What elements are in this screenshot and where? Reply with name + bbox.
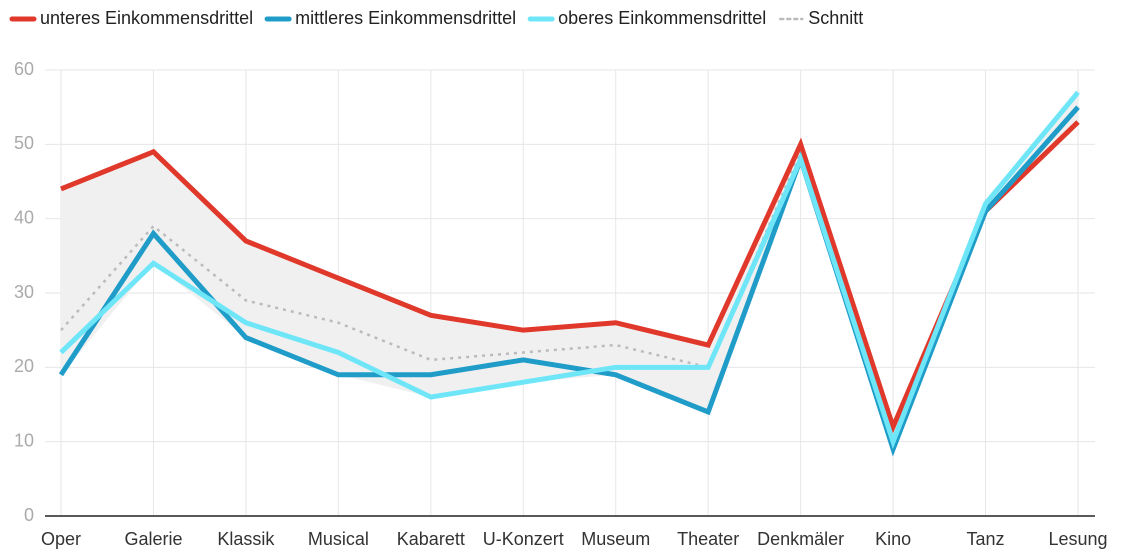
x-tick-label: Denkmäler <box>757 529 844 549</box>
y-tick-label: 60 <box>14 59 34 79</box>
x-tick-label: Kabarett <box>397 529 465 549</box>
y-tick-label: 20 <box>14 356 34 376</box>
series-line <box>58 105 1080 457</box>
x-tick-label: Klassik <box>217 529 275 549</box>
x-tick-label: Galerie <box>124 529 182 549</box>
x-tick-label: Museum <box>581 529 650 549</box>
range-band <box>61 92 1078 450</box>
y-tick-label: 30 <box>14 282 34 302</box>
x-tick-label: Oper <box>41 529 81 549</box>
x-tick-label: Kino <box>875 529 911 549</box>
legend-label: unteres Einkommensdrittel <box>40 8 253 28</box>
x-tick-label: Tanz <box>967 529 1005 549</box>
series-line <box>60 120 1080 434</box>
x-tick-label: Lesung <box>1048 529 1107 549</box>
y-tick-label: 0 <box>24 505 34 525</box>
series-line <box>60 106 1079 446</box>
y-tick-label: 40 <box>14 207 34 227</box>
x-tick-label: U-Konzert <box>483 529 564 549</box>
series-line <box>59 90 1080 450</box>
legend-label: mittleres Einkommensdrittel <box>295 8 516 28</box>
x-tick-label: Theater <box>677 529 739 549</box>
legend-label: Schnitt <box>808 8 863 28</box>
x-tick-label: Musical <box>308 529 369 549</box>
y-tick-label: 10 <box>14 430 34 450</box>
y-tick-label: 50 <box>14 133 34 153</box>
legend-label: oberes Einkommensdrittel <box>558 8 766 28</box>
